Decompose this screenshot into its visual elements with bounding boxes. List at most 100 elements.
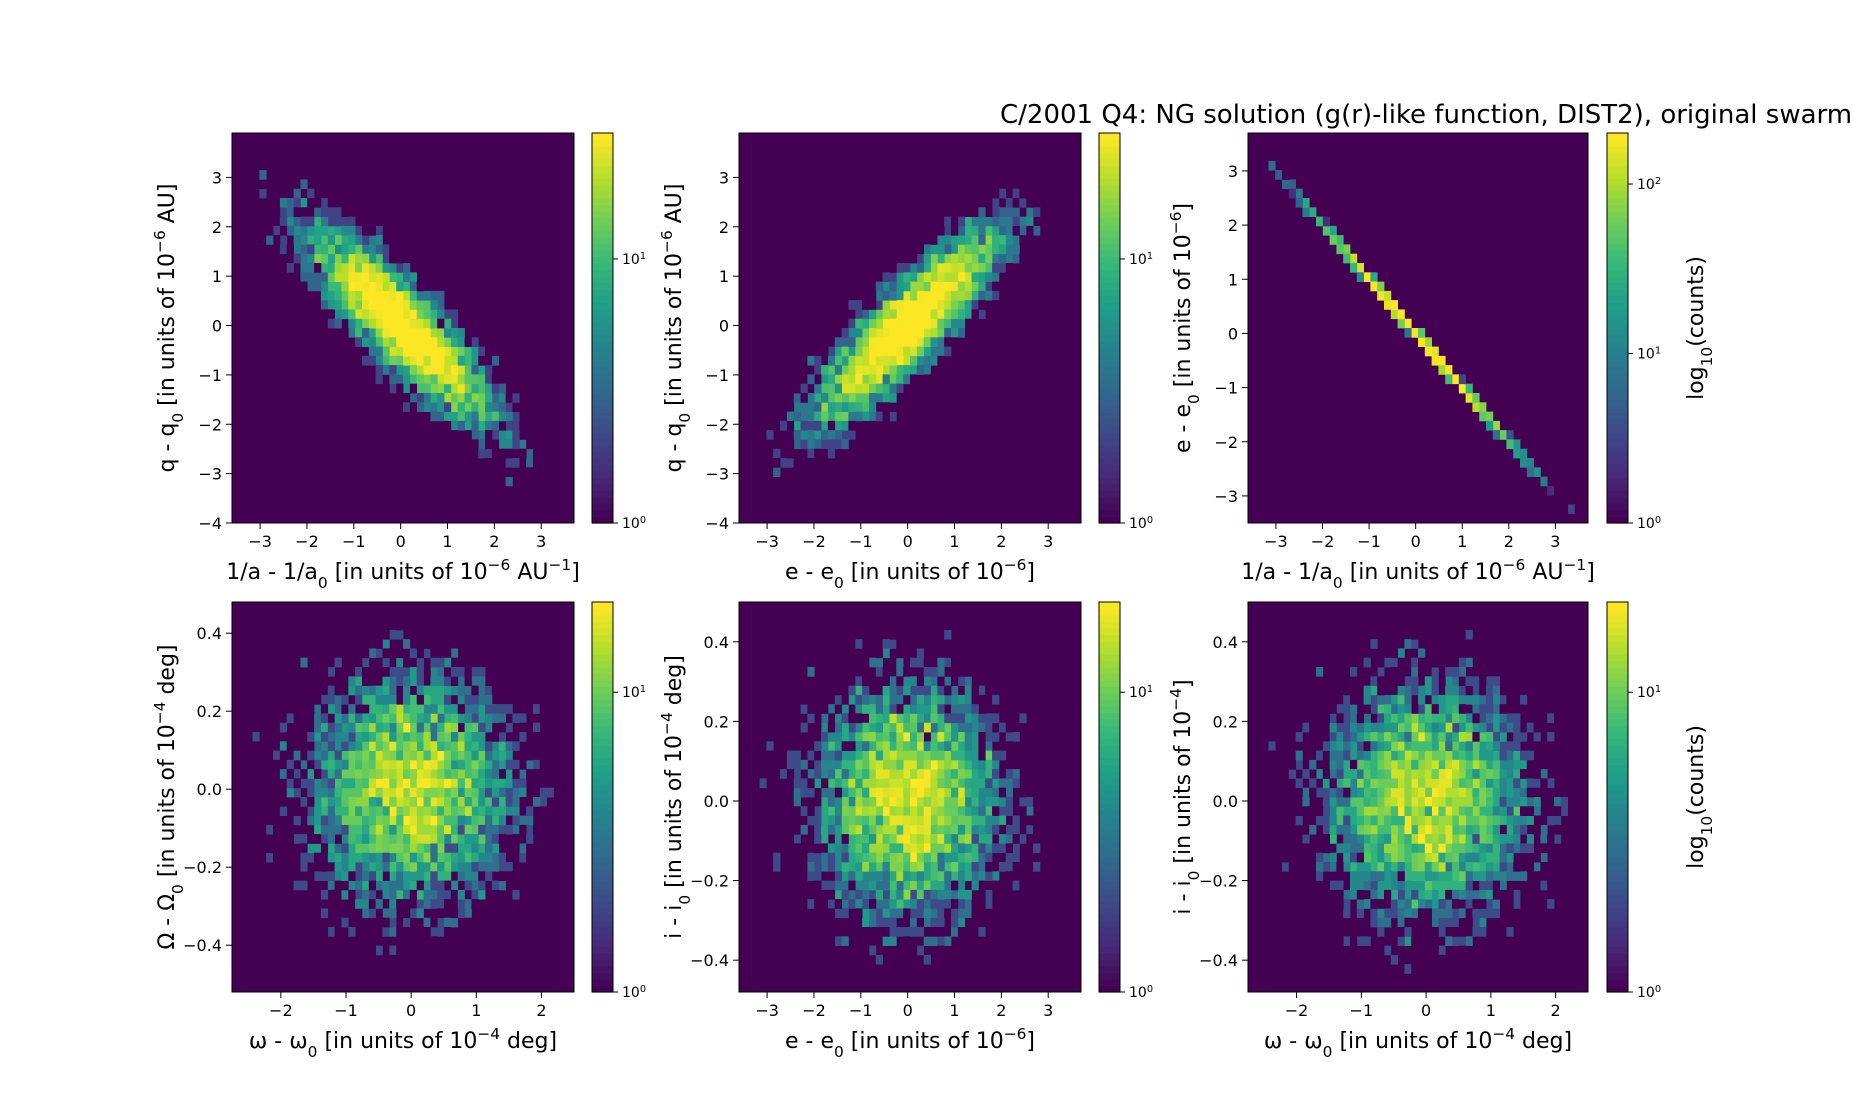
hexbin-cell: [1005, 843, 1013, 854]
hexbin-cell: [478, 815, 486, 826]
hexbin-cell: [519, 458, 527, 468]
hexbin-cell: [1540, 862, 1548, 872]
hexbin-cell: [992, 797, 1000, 807]
hexbin-cell: [1275, 815, 1283, 826]
hexbin-cell: [951, 657, 959, 668]
hexbin-cell: [409, 778, 417, 789]
hexbin-cell: [389, 263, 397, 273]
hexbin-cell: [1363, 657, 1371, 668]
hexbin-cell: [827, 917, 836, 928]
hexbin-cell: [464, 383, 472, 394]
hexbin-cell: [1404, 602, 1412, 612]
hexbin-cell: [1424, 722, 1432, 733]
hexbin-cell: [937, 667, 945, 677]
hexbin-cell: [1046, 225, 1054, 236]
hexbin-cell: [848, 411, 856, 422]
hexbin-cell: [341, 871, 349, 881]
hexbin-cell: [903, 936, 911, 946]
hexbin-cell: [1418, 889, 1426, 900]
colorbar-segment: [1607, 445, 1628, 453]
hexbin-cell: [957, 732, 966, 742]
hexbin-cell: [964, 852, 972, 863]
hexbin-cell: [985, 207, 993, 217]
hexbin-cell: [1431, 629, 1439, 640]
colorbar-segment: [1099, 881, 1120, 889]
hexbin-cell: [814, 843, 822, 854]
hexbin-cell: [1492, 769, 1500, 779]
hexbin-cell: [375, 945, 383, 956]
hexbin-cell: [403, 889, 411, 900]
hexbin-cell: [1499, 852, 1507, 863]
colorbar-segment: [1607, 660, 1628, 668]
hexbin-cell: [491, 365, 500, 375]
hexbin-cell: [862, 657, 870, 668]
hexbin-cell: [903, 806, 911, 816]
hexbin-cell: [964, 797, 972, 807]
hexbin-cell: [957, 806, 966, 816]
hexbin-cell: [389, 685, 397, 696]
hexbin-cell: [834, 411, 842, 422]
hexbin-cell: [1554, 806, 1562, 816]
colorbar-segment: [592, 386, 613, 394]
hexbin-cell: [889, 411, 897, 422]
hexbin-cell: [910, 899, 918, 909]
hexbin-cell: [320, 281, 329, 292]
colorbar-segment: [592, 308, 613, 316]
hexbin-cell: [910, 927, 918, 937]
hexbin-cell: [978, 815, 986, 826]
hexbin-cell: [1397, 852, 1405, 863]
hexbin-cell: [957, 235, 966, 245]
hexbin-cell: [382, 852, 390, 863]
hexbin-cell: [1329, 862, 1337, 872]
colorbar-segment: [1099, 608, 1120, 616]
hexbin-cell: [485, 676, 493, 686]
hexbin-cell: [307, 787, 315, 798]
hexbin-cell: [896, 694, 904, 705]
hexbin-cells: [232, 602, 575, 993]
colorbar-tick-label: 101: [622, 684, 646, 702]
hexbin-cell: [923, 908, 931, 919]
hexbin-cell: [512, 393, 520, 403]
hexbin-cell: [903, 834, 911, 844]
hexbin-cell: [403, 300, 411, 310]
hexbin-cell: [869, 393, 877, 403]
hexbin-cell: [471, 769, 479, 779]
hexbin-cell: [903, 722, 911, 733]
hexbin-cell: [910, 806, 918, 816]
hexbin-cell: [314, 852, 322, 863]
hexbin-cell: [375, 263, 383, 273]
hexbin-cell: [382, 889, 390, 900]
hexbin-cell: [1336, 769, 1344, 779]
hexbin-cell: [485, 411, 493, 422]
hexbin-cell: [368, 272, 376, 282]
hexbin-cell: [1302, 843, 1310, 854]
hexbin-cell: [286, 713, 294, 724]
hexbin-cell: [498, 741, 506, 751]
hexbin-cell: [1492, 843, 1500, 854]
hexbin-cell: [375, 281, 383, 292]
colorbar-segment: [1099, 829, 1120, 837]
hexbin-cell: [375, 309, 383, 320]
hexbin-cell: [903, 778, 911, 789]
hexbin-cell: [348, 750, 356, 761]
hexbin-cell: [1431, 346, 1439, 357]
hexbin-cell: [320, 759, 329, 770]
hexbin-cell: [821, 769, 829, 779]
hexbin-cell: [368, 290, 376, 301]
hexbin-cell: [437, 750, 445, 761]
hexbin-cell: [971, 216, 979, 227]
hexbin-cell: [327, 694, 335, 705]
colorbar-segment: [592, 855, 613, 863]
hexbin-cell: [1411, 769, 1419, 779]
hexbin-cell: [533, 797, 541, 807]
hexbin-cell: [951, 862, 959, 872]
hexbin-cell: [896, 769, 904, 779]
hexbin-cell: [1486, 852, 1494, 863]
hexbin-cell: [1288, 188, 1296, 199]
hexbin-cell: [951, 741, 959, 751]
hexbin-cell: [1445, 880, 1453, 891]
hexbin-cell: [382, 272, 390, 282]
hexbin-cell: [362, 272, 370, 282]
hexbin-cell: [334, 769, 342, 779]
hexbin-cell: [1486, 685, 1494, 696]
